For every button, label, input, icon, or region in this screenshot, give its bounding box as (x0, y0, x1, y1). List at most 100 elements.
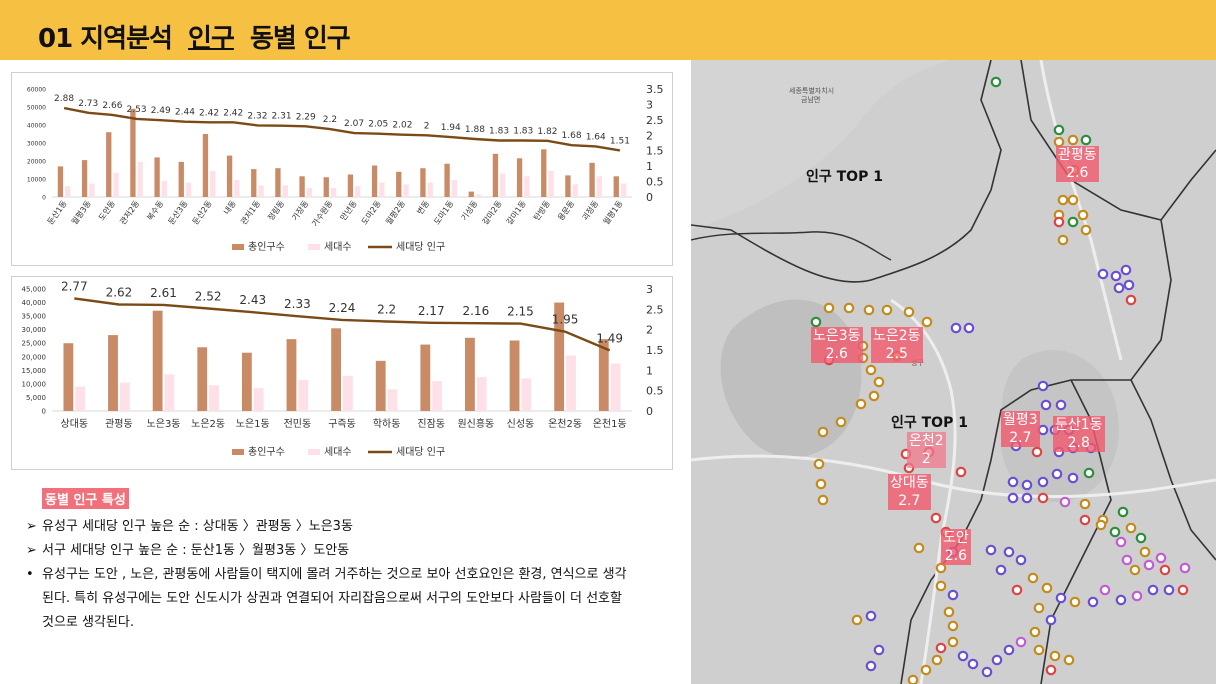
bar-total (465, 337, 475, 411)
chart-seogu-population: 0 10000 20000 30000 40000 50000 60000 0 0.5 1 1.5 2… (11, 72, 673, 266)
bar-total (492, 153, 499, 197)
x-tick-label: 둔산1동 (45, 198, 69, 226)
note-line: • 유성구는 도안 , 노은, 관평동에 사람들이 택지에 몰려 거주하는 것으로… (26, 563, 676, 587)
map-marker (930, 512, 942, 524)
y2-tick-label: 3.5 (646, 83, 664, 96)
bar-total (241, 352, 252, 411)
note-bullet: ➢ (26, 519, 37, 534)
y-tick-label: 15,000 (22, 367, 47, 375)
y2-tick-label: 0.5 (646, 176, 664, 189)
legend-label: 세대수 (324, 446, 352, 458)
x-tick-label: 노은3동 (147, 418, 181, 430)
bar-household (75, 386, 86, 411)
dong-label-sangdae: 상대동 2.7 (888, 474, 931, 510)
x-tick-label: 기성동 (460, 199, 480, 222)
x-tick-label: 월평3동 (69, 198, 93, 226)
legend-swatch-total (232, 244, 244, 250)
map-marker (1055, 399, 1067, 411)
bar-household (253, 387, 264, 411)
map-marker (1049, 650, 1061, 662)
note-line: ➢ 유성구 세대당 인구 높은 순 : 상대동 〉관평동 〉노은3동 (26, 515, 676, 539)
chart-yuseonggu-population: 0 5,000 10,000 15,000 20,000 25,000 30,000 35,0… (11, 276, 673, 470)
y2-tick-label: 2 (646, 129, 653, 142)
map-marker (963, 322, 975, 334)
map-marker (1110, 270, 1122, 282)
data-label: 1.83 (489, 127, 509, 137)
data-label: 2.32 (247, 111, 267, 121)
map-marker (1031, 446, 1043, 458)
data-label: 2.61 (150, 286, 177, 300)
y2-tick-label: 2.5 (646, 114, 664, 127)
x-tick-label: 진잠동 (417, 418, 445, 430)
map-marker (1163, 584, 1175, 596)
bar-household (387, 389, 398, 411)
map-marker (990, 76, 1002, 88)
map-marker (950, 322, 962, 334)
map-marker (1037, 492, 1049, 504)
bar-total (57, 166, 64, 197)
map-marker (1109, 526, 1121, 538)
bar-household (566, 355, 576, 411)
map-markers (810, 76, 1191, 684)
map-marker (817, 494, 829, 506)
x-tick-label: 탄방동 (531, 198, 552, 222)
x-tick-label: 가수원동 (310, 199, 334, 228)
bar-total (197, 347, 208, 411)
y-tick-label: 0 (42, 195, 46, 202)
map-panel[interactable]: 세종특별자치시 금남면 성구 인구 TOP 1 인구 TOP 1 관평동 2.6 … (691, 60, 1216, 684)
bar-total (396, 171, 402, 197)
x-tick-label: 상대동 (61, 418, 89, 430)
map-marker (947, 620, 959, 632)
map-marker (1069, 596, 1081, 608)
bar-total (589, 162, 595, 197)
map-marker (1115, 594, 1127, 606)
map-marker (935, 562, 947, 574)
bar-household (164, 374, 175, 411)
map-text-sejong: 세종특별자치시 (789, 87, 835, 95)
map-marker (1079, 498, 1091, 510)
x-tick-label: 둔산2동 (190, 198, 214, 226)
bar-total (516, 158, 523, 197)
dong-label-gwanpyeong: 관평동 2.6 (1056, 146, 1099, 182)
map-marker (1087, 596, 1099, 608)
page-title: 01 지역분석 인구 동별 인구 (38, 18, 351, 55)
x-tick-label: 원신흥동 (457, 417, 494, 430)
bar-total (554, 302, 565, 411)
map-marker (1067, 194, 1079, 206)
bar-total (130, 108, 136, 197)
bar-household (524, 176, 530, 197)
bar-household (500, 173, 506, 197)
map-marker (865, 660, 877, 672)
x-tick-label: 정림동 (265, 198, 286, 222)
dong-label-noeun3: 노은3동 2.6 (811, 327, 863, 363)
map-marker (851, 614, 863, 626)
data-label: 2.29 (296, 112, 316, 122)
x-tick-label: 관저1동 (238, 198, 262, 226)
data-label: 2.05 (368, 120, 388, 130)
map-marker (865, 364, 877, 376)
bar-household (521, 378, 532, 411)
map-marker (813, 458, 825, 470)
bar-household (282, 185, 288, 197)
y2-tick-label: 1 (646, 364, 653, 377)
y2-tick-label: 0 (646, 191, 653, 204)
map-marker (991, 654, 1003, 666)
x-tick-label: 도마1동 (432, 199, 455, 226)
map-marker (1007, 476, 1019, 488)
y-tick-label: 20000 (27, 159, 46, 166)
section-number: 01 (38, 24, 73, 54)
map-marker (1057, 194, 1069, 206)
note-bullet: • (26, 567, 34, 582)
dong-label-doan: 도안 2.6 (941, 529, 971, 565)
x-tick-label: 괴정동 (580, 198, 601, 222)
bar-total (154, 157, 160, 197)
bar-total (178, 161, 184, 197)
map-marker (920, 664, 932, 676)
map-marker (931, 654, 943, 666)
map-marker (1143, 559, 1155, 571)
bar-total (251, 169, 257, 197)
bar-household (620, 183, 627, 197)
legend-label: 총인구수 (248, 241, 285, 253)
data-label: 2.66 (102, 101, 122, 111)
map-marker (1077, 209, 1089, 221)
